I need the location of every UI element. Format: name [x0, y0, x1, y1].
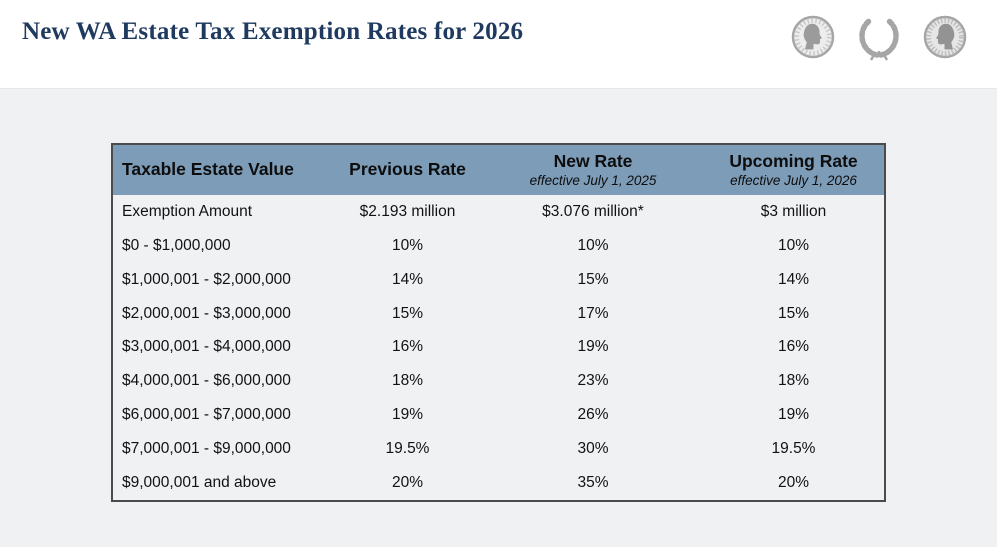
new-rate-cell: 17%	[577, 304, 609, 322]
previous-rate-cell: 15%	[391, 304, 424, 322]
upcoming-rate-cell: 15%	[777, 304, 810, 322]
upcoming-rate-cell: 14%	[777, 270, 810, 288]
previous-rate-cell: 19.5%	[385, 440, 430, 458]
estate-range-cell: $4,000,001 - $6,000,000	[122, 372, 291, 390]
previous-rate-cell: 16%	[391, 338, 424, 356]
estate-range-cell: $9,000,001 and above	[122, 474, 277, 492]
column-header-label: Upcoming Rate	[729, 150, 858, 171]
new-rate-cell: 35%	[577, 474, 609, 492]
estate-range-cell: $7,000,001 - $9,000,000	[122, 440, 291, 458]
new-rate-cell: 30%	[577, 440, 609, 458]
logo-group	[791, 13, 967, 61]
upcoming-rate-cell: $3 million	[760, 202, 827, 220]
new-rate-cell: 10%	[577, 236, 609, 254]
upcoming-rate-cell: 18%	[777, 372, 810, 390]
estate-range-cell: $1,000,001 - $2,000,000	[122, 270, 291, 288]
upcoming-rate-cell: 20%	[777, 474, 810, 492]
previous-rate-cell: 18%	[391, 372, 424, 390]
upcoming-rate-cell: 16%	[777, 338, 810, 356]
column-header-new-rate: New Rate effective July 1, 2025	[483, 145, 703, 195]
coin-profile-left-icon	[923, 15, 967, 59]
upcoming-rate-cell: 10%	[777, 236, 810, 254]
new-rate-cell: $3.076 million*	[542, 202, 644, 220]
previous-rate-cell: 14%	[391, 270, 424, 288]
rates-table: Taxable Estate Value Previous Rate New R…	[111, 143, 886, 502]
header-band: New WA Estate Tax Exemption Rates for 20…	[0, 0, 997, 89]
previous-rate-cell: 20%	[391, 474, 424, 492]
column-header-previous-rate: Previous Rate	[332, 145, 483, 195]
new-rate-cell: 23%	[577, 372, 609, 390]
page-title: New WA Estate Tax Exemption Rates for 20…	[22, 18, 524, 45]
column-header-label: Previous Rate	[349, 159, 466, 180]
previous-rate-cell: 19%	[391, 406, 424, 424]
column-header-effective-date: effective July 1, 2026	[730, 173, 857, 189]
column-header-label: Taxable Estate Value	[122, 159, 294, 180]
column-header-upcoming-rate: Upcoming Rate effective July 1, 2026	[703, 145, 884, 195]
previous-rate-cell: 10%	[391, 236, 424, 254]
estate-range-cell: $6,000,001 - $7,000,000	[122, 406, 291, 424]
column-header-taxable-estate-value: Taxable Estate Value	[113, 145, 332, 195]
estate-range-cell: $0 - $1,000,000	[122, 236, 231, 254]
upcoming-rate-cell: 19%	[777, 406, 810, 424]
upcoming-rate-cell: 19.5%	[771, 440, 816, 458]
estate-range-cell: $3,000,001 - $4,000,000	[122, 338, 291, 356]
previous-rate-cell: $2.193 million	[359, 202, 456, 220]
new-rate-cell: 15%	[577, 270, 609, 288]
column-header-label: New Rate	[553, 150, 633, 171]
laurel-wreath-icon	[859, 18, 899, 61]
estate-range-cell: Exemption Amount	[122, 202, 253, 220]
coin-profile-right-icon	[791, 15, 835, 59]
new-rate-cell: 26%	[577, 406, 609, 424]
column-header-effective-date: effective July 1, 2025	[529, 173, 657, 189]
estate-range-cell: $2,000,001 - $3,000,000	[122, 304, 291, 322]
new-rate-cell: 19%	[577, 338, 609, 356]
